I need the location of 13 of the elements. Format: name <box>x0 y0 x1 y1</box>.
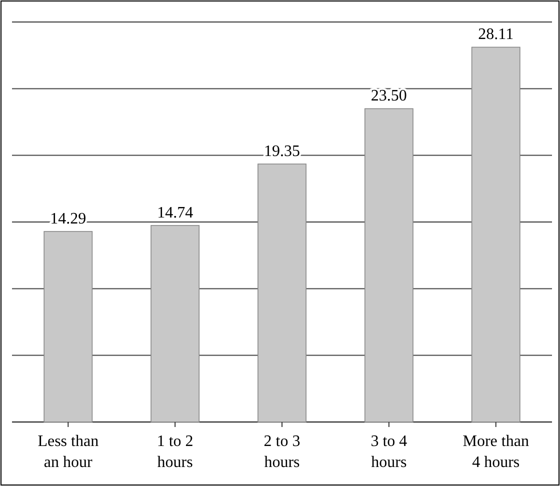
x-tick-label: 1 to 2 hours <box>156 433 194 471</box>
bar <box>150 225 200 422</box>
x-tick-label: 3 to 4 hours <box>370 433 408 471</box>
data-label: 28.11 <box>478 26 514 44</box>
data-label: 23.50 <box>370 88 407 105</box>
bar <box>471 46 520 422</box>
bar <box>44 231 93 422</box>
bar <box>364 108 414 422</box>
bar <box>258 164 306 422</box>
x-tick-label: Less than an hour <box>38 433 99 471</box>
data-label: 14.74 <box>157 204 194 222</box>
x-tick-label: More than 4 hours <box>462 433 529 471</box>
x-tick-label: 2 to 3 hours <box>264 433 300 471</box>
